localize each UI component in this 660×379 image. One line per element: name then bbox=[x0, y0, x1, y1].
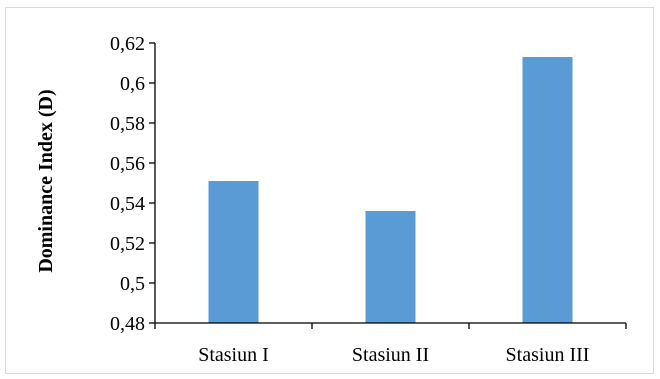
y-tick-label: 0,52 bbox=[110, 233, 145, 255]
y-tick-label: 0,58 bbox=[110, 113, 145, 135]
bar-3 bbox=[522, 57, 573, 323]
bar-1 bbox=[208, 181, 259, 323]
bars bbox=[208, 57, 573, 323]
x-tick-label: Stasiun I bbox=[198, 344, 269, 366]
y-axis-label: Dominance Index (D) bbox=[35, 89, 57, 272]
y-axis-ticks: 0,48 0,5 0,52 0,54 0,56 0,58 0,6 0,62 bbox=[110, 33, 155, 335]
y-tick-label: 0,56 bbox=[110, 153, 145, 175]
y-tick-label: 0,5 bbox=[120, 273, 145, 295]
y-tick-label: 0,6 bbox=[120, 73, 145, 95]
x-tick-label: Stasiun III bbox=[506, 344, 590, 366]
y-tick-label: 0,62 bbox=[110, 33, 145, 55]
x-tick-label: Stasiun II bbox=[352, 344, 429, 366]
y-tick-label: 0,48 bbox=[110, 313, 145, 335]
x-axis-labels: Stasiun I Stasiun II Stasiun III bbox=[154, 323, 627, 366]
y-tick-label: 0,54 bbox=[110, 193, 145, 215]
bar-2 bbox=[365, 211, 416, 323]
